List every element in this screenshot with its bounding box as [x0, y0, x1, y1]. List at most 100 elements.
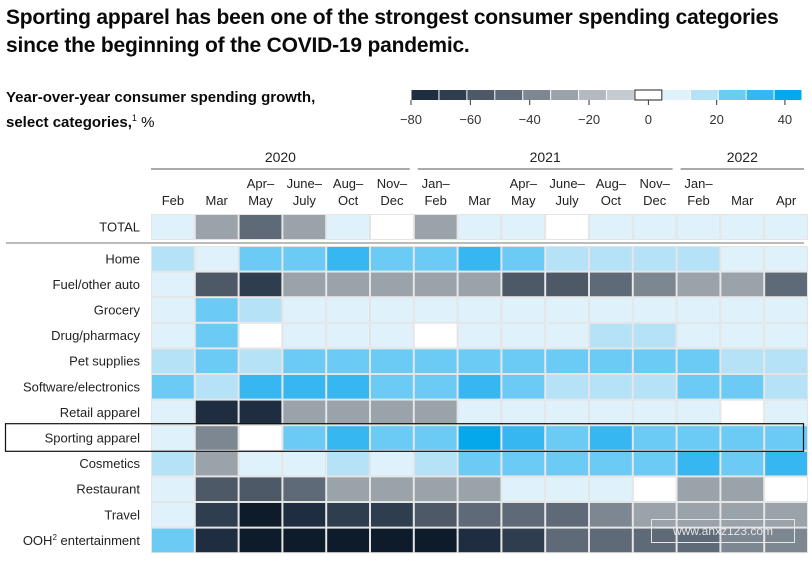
- column-label: Jan–: [684, 176, 713, 191]
- heatmap-cell: [413, 476, 458, 502]
- year-label: 2021: [530, 149, 561, 165]
- legend-tick-label: −40: [519, 112, 541, 127]
- row-label: TOTAL: [99, 220, 140, 235]
- heatmap-cell: [545, 322, 590, 349]
- heatmap-cell: [589, 502, 633, 528]
- heatmap-cell: [632, 297, 677, 323]
- heatmap-cell: [457, 425, 502, 451]
- heatmap-cell: [413, 425, 458, 451]
- heatmap-cell: [238, 271, 283, 298]
- heatmap-cell: [457, 476, 502, 502]
- heatmap-cell: [632, 425, 677, 451]
- heatmap-cell: [501, 246, 546, 272]
- legend-tick-label: 20: [709, 112, 723, 127]
- column-label: Feb: [687, 193, 709, 208]
- heatmap-cell: [457, 527, 502, 554]
- heatmap-cell: [632, 322, 677, 349]
- heatmap-cell: [326, 297, 371, 323]
- heatmap-cell: [589, 214, 633, 240]
- row-label: Retail apparel: [60, 405, 140, 420]
- heatmap-cell: [194, 348, 239, 374]
- heatmap-cell: [545, 450, 590, 477]
- heatmap-cell: [151, 502, 195, 528]
- heatmap-cell: [457, 246, 502, 272]
- heatmap-cell: [589, 399, 633, 426]
- heatmap-cell: [238, 502, 283, 528]
- heatmap-cell: [151, 374, 195, 400]
- heatmap-cell: [370, 348, 414, 374]
- heatmap-cell: [238, 297, 283, 323]
- heatmap-cell: [632, 348, 677, 374]
- heatmap-cell: [720, 322, 765, 349]
- heatmap-cell: [676, 322, 721, 349]
- column-label: May: [511, 193, 536, 208]
- year-label: 2022: [727, 149, 758, 165]
- heatmap-cell: [413, 374, 458, 400]
- heatmap-cell: [282, 348, 327, 374]
- column-label: Oct: [338, 193, 359, 208]
- heatmap-cell: [676, 214, 721, 240]
- heatmap-cell: [545, 425, 590, 451]
- legend-tick-label: −60: [459, 112, 481, 127]
- heatmap-cell: [545, 476, 590, 502]
- heatmap-cell: [151, 214, 195, 240]
- heatmap-cell: [238, 527, 283, 554]
- heatmap-cell: [282, 476, 327, 502]
- column-label: Jan–: [422, 176, 451, 191]
- heatmap-cell: [501, 214, 546, 240]
- heatmap-cell: [764, 425, 809, 451]
- heatmap-cell: [151, 271, 195, 298]
- column-label: Oct: [601, 193, 622, 208]
- heatmap-cell: [413, 322, 458, 349]
- heatmap-cell: [194, 527, 239, 554]
- heatmap-cell: [413, 527, 458, 554]
- heatmap-cell: [326, 271, 371, 298]
- heatmap-cell: [501, 476, 546, 502]
- heatmap-cell: [501, 322, 546, 349]
- column-label: Aug–: [333, 176, 364, 191]
- heatmap-cell: [720, 297, 765, 323]
- heatmap-cell: [282, 502, 327, 528]
- column-label: Aug–: [596, 176, 627, 191]
- heatmap-cell: [238, 476, 283, 502]
- heatmap-cell: [501, 502, 546, 528]
- heatmap-cell: [632, 476, 677, 502]
- heatmap-cell: [457, 322, 502, 349]
- heatmap-cell: [589, 246, 633, 272]
- legend-tick-label: 0: [645, 112, 652, 127]
- heatmap-cell: [501, 425, 546, 451]
- heatmap-cell: [676, 348, 721, 374]
- heatmap-cell: [764, 214, 809, 240]
- heatmap-cell: [282, 425, 327, 451]
- row-label: Restaurant: [76, 482, 140, 497]
- heatmap-cell: [764, 527, 809, 554]
- heatmap-cell: [589, 425, 633, 451]
- column-label: Nov–: [640, 176, 671, 191]
- legend-swatch: [495, 90, 523, 100]
- column-label: June–: [549, 176, 585, 191]
- heatmap-cell: [370, 322, 414, 349]
- heatmap-cell: [545, 374, 590, 400]
- heatmap-cell: [545, 348, 590, 374]
- heatmap-cell: [370, 214, 414, 240]
- heatmap-cell: [238, 399, 283, 426]
- heatmap-cell: [238, 348, 283, 374]
- heatmap-cell: [764, 374, 809, 400]
- row-label: Home: [105, 251, 140, 266]
- legend-swatch: [634, 89, 663, 101]
- heatmap-cell: [326, 322, 371, 349]
- heatmap-cell: [457, 271, 502, 298]
- heatmap-cell: [194, 271, 239, 298]
- heatmap-cell: [370, 374, 414, 400]
- heatmap-cell: [326, 399, 371, 426]
- column-label: Mar: [731, 193, 754, 208]
- heatmap-cell: [282, 214, 327, 240]
- row-label: Software/electronics: [23, 379, 141, 394]
- heatmap-cell: [151, 399, 195, 426]
- heatmap-cell: [238, 425, 283, 451]
- heatmap-cell: [720, 246, 765, 272]
- heatmap-cell: [545, 527, 590, 554]
- heatmap-cell: [676, 374, 721, 400]
- heatmap-cell: [151, 476, 195, 502]
- legend-tick-label: 40: [778, 112, 792, 127]
